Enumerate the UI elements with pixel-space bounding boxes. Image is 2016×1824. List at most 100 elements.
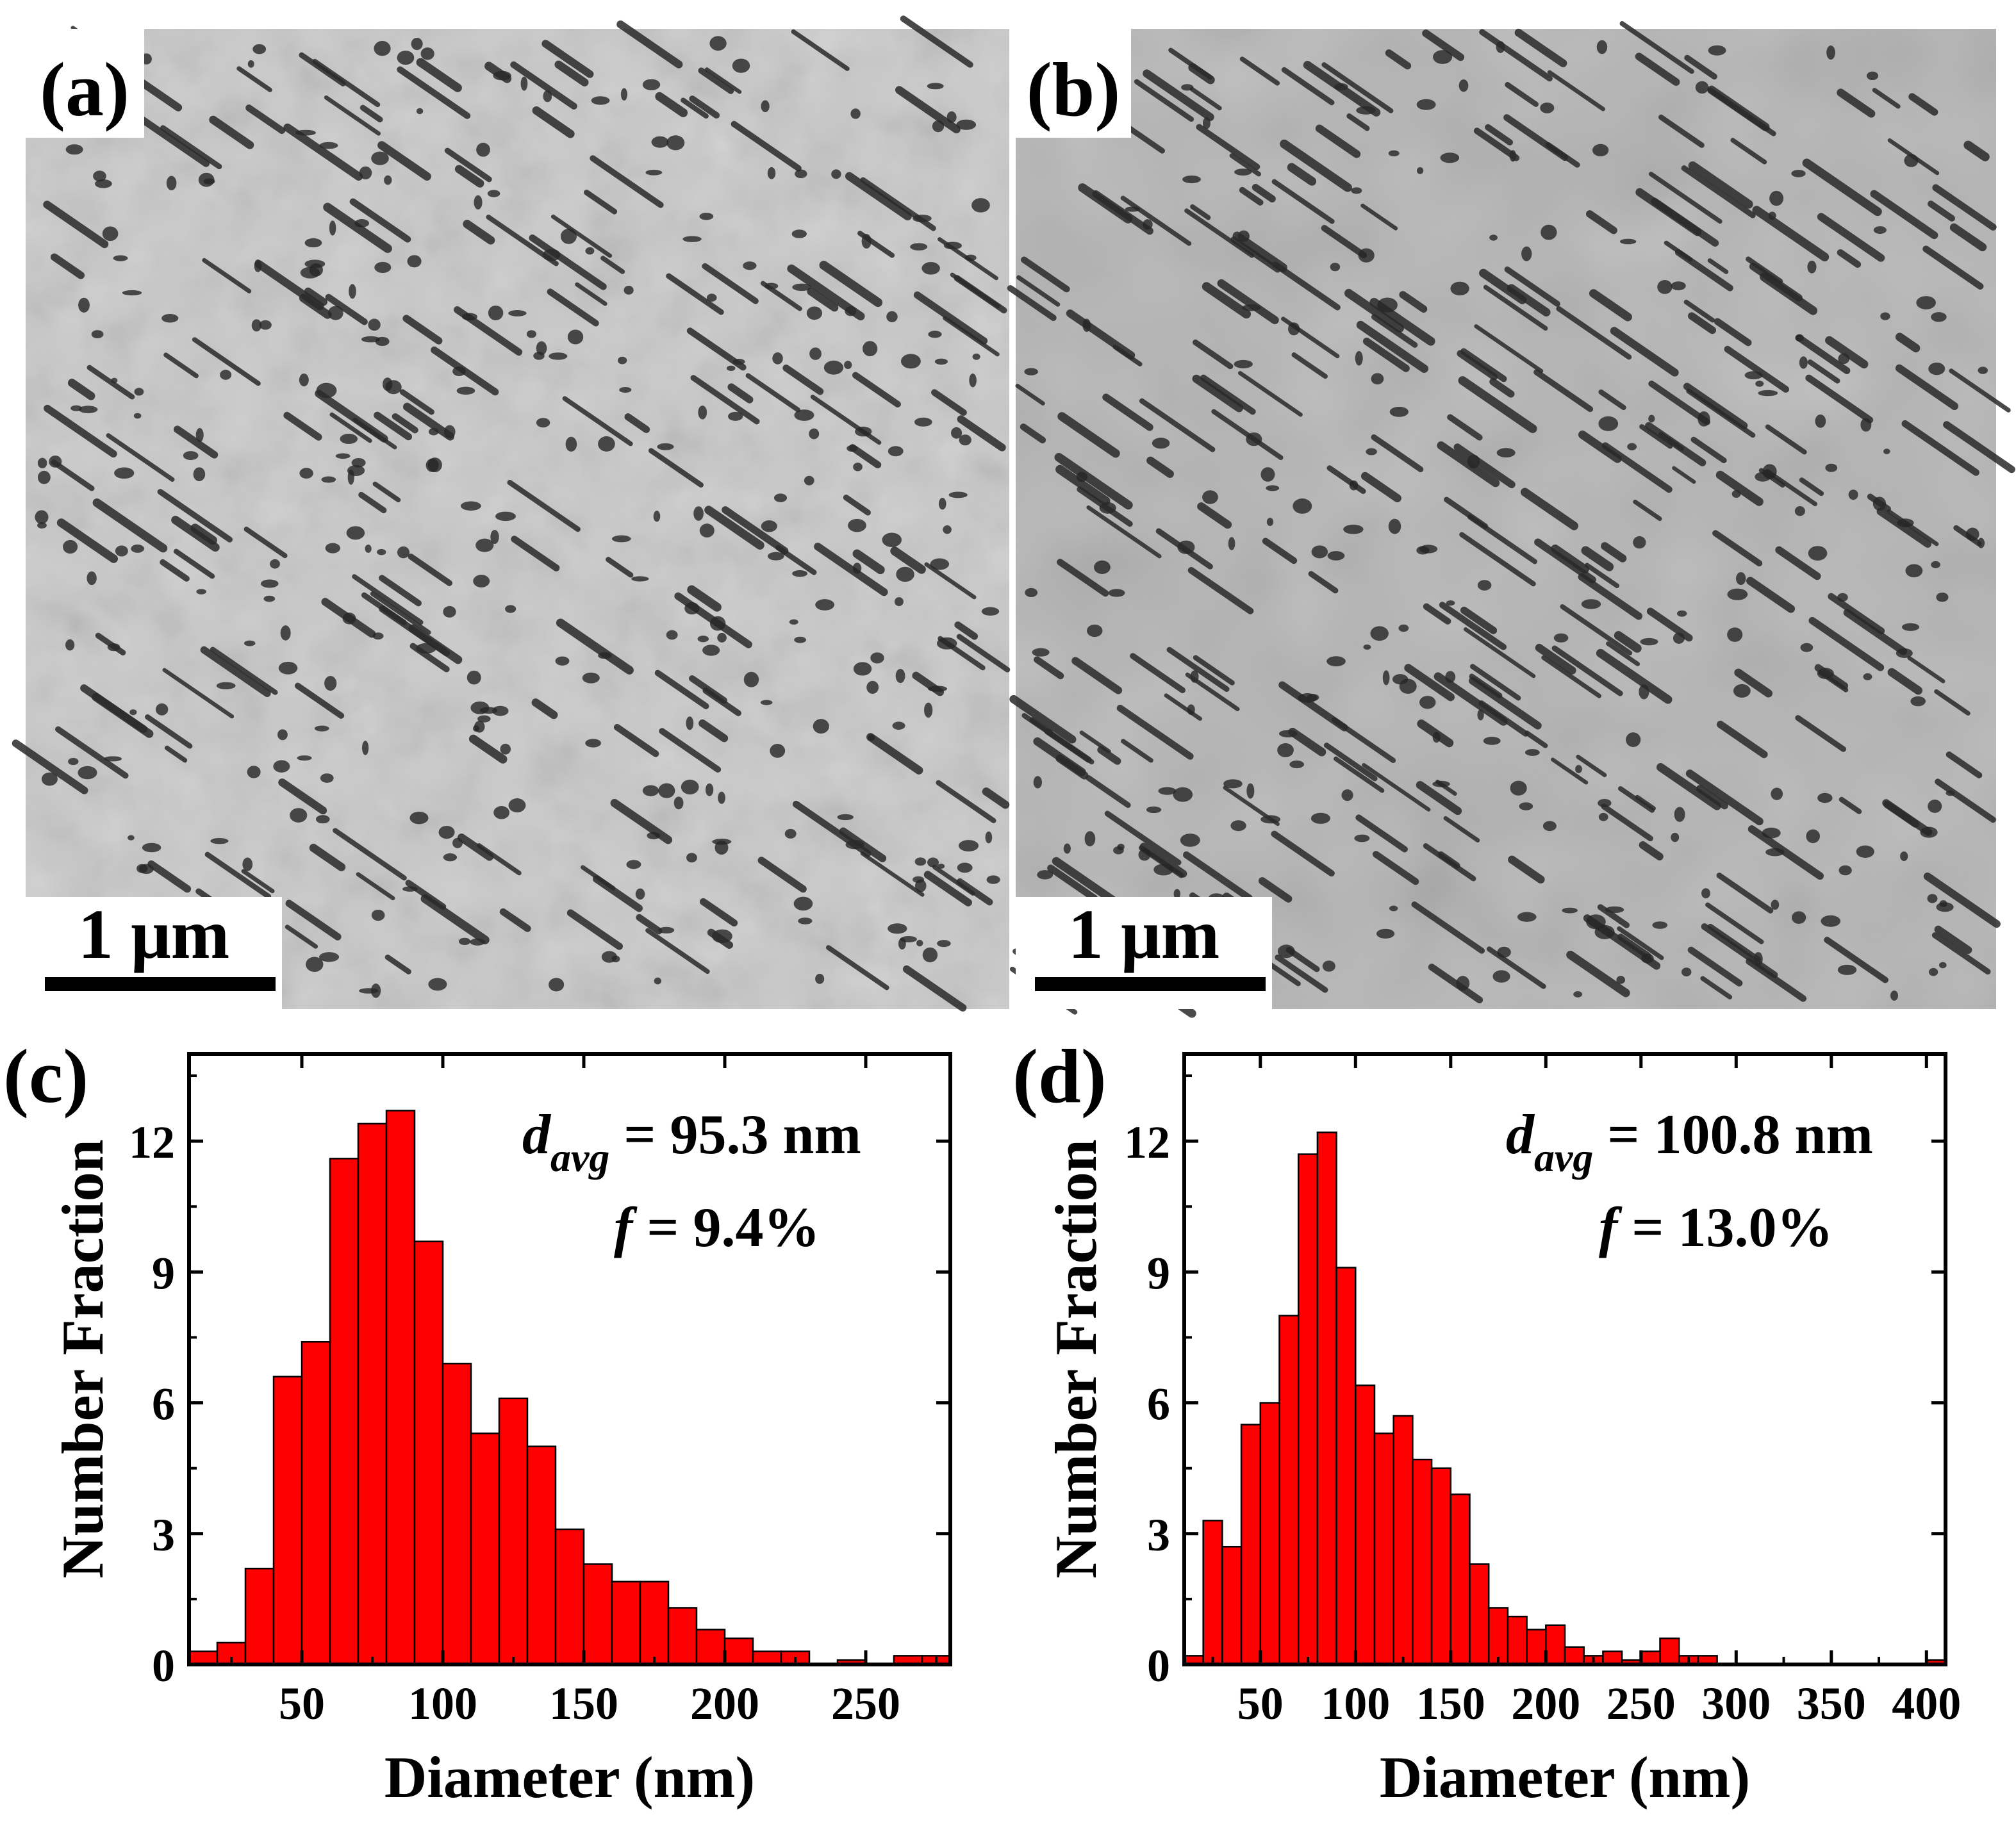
precipitate-rod — [1362, 763, 1431, 812]
precipitate-rod — [304, 287, 328, 306]
chart-c-bar — [413, 1240, 444, 1666]
precipitate-rod — [1601, 542, 1627, 563]
precipitate-particle — [1596, 40, 1608, 54]
precipitate-particle — [699, 523, 715, 538]
precipitate-particle — [1310, 812, 1330, 824]
precipitate-rod — [192, 337, 261, 386]
precipitate-rod — [1872, 88, 1901, 109]
precipitate-particle — [1363, 644, 1371, 650]
chart-c-bars — [188, 1110, 952, 1666]
precipitate-rod — [1232, 231, 1287, 272]
precipitate-particle — [1733, 684, 1751, 698]
precipitate-particle — [290, 808, 308, 823]
precipitate-particle — [1032, 648, 1050, 657]
precipitate-rod — [1356, 320, 1428, 373]
precipitate-rod — [1837, 88, 1876, 118]
precipitate-particle — [354, 218, 370, 227]
precipitate-particle — [384, 175, 392, 185]
precipitate-rod — [312, 58, 381, 108]
precipitate-particle — [927, 857, 939, 867]
precipitate-rod — [1168, 47, 1213, 80]
precipitate-rod — [689, 675, 728, 704]
chart-c-bar — [188, 1650, 219, 1666]
precipitate-particle — [809, 428, 820, 440]
precipitate-particle — [1327, 551, 1345, 561]
precipitate-rod — [1887, 509, 1939, 546]
precipitate-particle — [806, 306, 823, 320]
precipitate-particle — [698, 406, 707, 420]
precipitate-rod — [1535, 643, 1576, 675]
precipitate-particle — [397, 546, 410, 559]
precipitate-rod — [1054, 452, 1133, 510]
precipitate-rod — [1474, 324, 1544, 374]
precipitate-rod — [1907, 655, 1946, 684]
precipitate-particle — [1519, 802, 1533, 810]
precipitate-particle — [1928, 800, 1942, 813]
precipitate-particle — [1794, 505, 1805, 516]
precipitate-particle — [1382, 670, 1390, 686]
precipitate-particle — [705, 783, 714, 796]
precipitate-particle — [427, 457, 442, 473]
precipitate-particle — [1541, 224, 1557, 240]
precipitate-particle — [888, 446, 904, 457]
precipitate-particle — [986, 875, 1000, 884]
precipitate-particle — [1931, 312, 1947, 322]
precipitate-particle — [1293, 498, 1312, 514]
precipitate-particle — [789, 619, 798, 625]
precipitate-rod — [757, 857, 807, 893]
precipitate-particle — [1896, 648, 1913, 658]
precipitate-particle — [1202, 490, 1218, 504]
precipitate-rod — [420, 894, 490, 944]
precipitate-rod — [173, 425, 219, 459]
precipitate-particle — [458, 937, 471, 946]
precipitate-rod — [403, 402, 454, 441]
precipitate-rod — [397, 66, 471, 119]
precipitate-rod — [1707, 258, 1729, 274]
precipitate-particle — [131, 544, 145, 553]
precipitate-particle — [892, 721, 905, 730]
precipitate-particle — [930, 558, 950, 570]
precipitate-particle — [273, 760, 290, 773]
precipitate-particle — [1931, 561, 1940, 568]
precipitate-particle — [666, 135, 685, 151]
precipitate-particle — [886, 311, 898, 322]
chart-d-x-tick-label: 150 — [1416, 1678, 1485, 1729]
precipitate-rod — [1683, 382, 1748, 430]
precipitate-rod — [1584, 563, 1620, 589]
precipitate-particle — [1762, 827, 1781, 839]
precipitate-rod — [1646, 607, 1693, 642]
precipitate-particle — [772, 352, 783, 365]
precipitate-particle — [329, 220, 336, 236]
precipitate-rod — [1321, 62, 1394, 113]
precipitate-particle — [951, 427, 963, 439]
chart-d-bar — [1392, 1415, 1414, 1666]
precipitate-rod — [1560, 604, 1633, 655]
precipitate-rod — [1271, 179, 1335, 224]
precipitate-particle — [452, 837, 463, 848]
precipitate-particle — [374, 261, 392, 274]
precipitate-rod — [51, 459, 95, 491]
precipitate-rod — [1021, 256, 1070, 293]
precipitate-particle — [428, 978, 447, 991]
precipitate-particle — [1377, 297, 1398, 313]
precipitate-particle — [87, 571, 97, 586]
precipitate-particle — [1524, 749, 1540, 756]
precipitate-rod — [1876, 507, 1932, 548]
precipitate-rod — [1423, 843, 1476, 882]
precipitate-rod — [954, 621, 979, 640]
precipitate-rod — [409, 643, 450, 673]
precipitate-particle — [411, 37, 423, 51]
precipitate-rod — [486, 215, 559, 267]
scale-bar-b-label: 1 μm — [1068, 895, 1220, 973]
precipitate-rod — [590, 155, 664, 208]
precipitate-rod — [329, 412, 372, 443]
precipitate-rod — [1444, 497, 1489, 529]
precipitate-rod — [1696, 785, 1728, 810]
chart-c-x-tick-label: 100 — [408, 1678, 477, 1729]
precipitate-particle — [1965, 527, 1979, 541]
precipitate-rod — [1664, 240, 1693, 262]
precipitate-rod — [1533, 369, 1594, 413]
precipitate-rod — [1578, 573, 1643, 620]
precipitate-rod — [659, 728, 722, 773]
precipitate-rod — [791, 29, 850, 71]
